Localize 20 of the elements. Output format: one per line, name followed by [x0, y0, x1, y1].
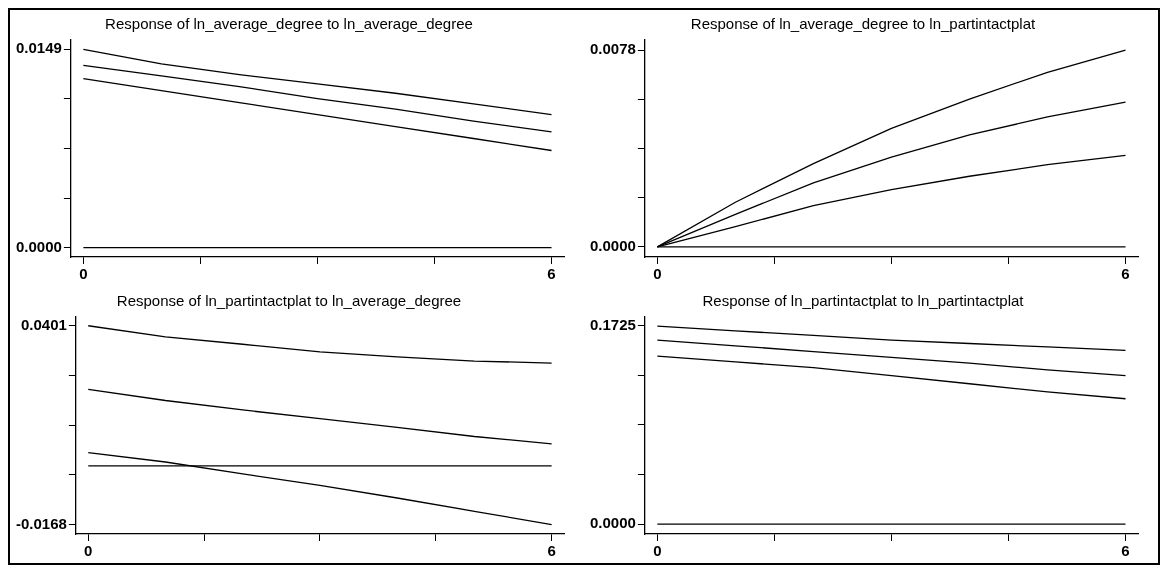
chart-title: Response of ln_partintactplat to ln_average_degree	[116, 291, 462, 309]
y-tick-label: 0.0401	[20, 315, 67, 333]
x-tick-label: 0	[79, 265, 88, 283]
x-tick-label: 0	[653, 265, 662, 283]
y-tick-label: 0.0078	[589, 40, 636, 58]
y-tick-label: 0.1725	[589, 315, 636, 333]
x-tick-label: 6	[547, 265, 556, 283]
y-tick-label: 0.0000	[15, 237, 62, 255]
y-tick-label: 0.0149	[15, 39, 62, 57]
x-tick-label: 6	[1121, 541, 1130, 559]
chart-title: Response of ln_average_degree to ln_average_degree	[105, 15, 473, 33]
x-tick-label: 6	[1121, 265, 1130, 283]
x-tick-label: 6	[547, 541, 556, 559]
chart-title: Response of ln_partintactplat to ln_partintactplat	[702, 291, 1025, 309]
x-tick-label: 0	[653, 541, 662, 559]
y-tick-label: -0.0168	[16, 514, 67, 532]
chart-title: Response of ln_average_degree to ln_partintactplat	[690, 15, 1037, 33]
y-tick-label: 0.0000	[589, 237, 636, 255]
y-tick-label: 0.0000	[589, 513, 636, 531]
x-tick-label: 0	[84, 541, 93, 559]
